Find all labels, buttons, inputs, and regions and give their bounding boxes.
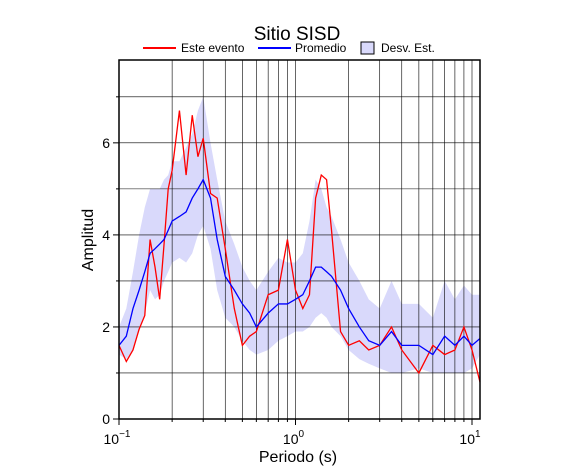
x-tick-exponent: 0 xyxy=(299,429,305,440)
x-tick-exponent: −1 xyxy=(119,429,131,440)
x-axis-label: Periodo (s) xyxy=(259,449,337,466)
x-tick-label: 10−1 xyxy=(104,429,131,447)
legend-label: Promedio xyxy=(295,41,347,55)
y-tick-label: 2 xyxy=(102,319,110,335)
y-tick-label: 4 xyxy=(102,227,110,243)
series-line xyxy=(118,178,481,356)
x-tick-label: 100 xyxy=(283,429,305,447)
plot-frame xyxy=(118,59,481,420)
series-line xyxy=(118,110,481,383)
y-axis-label: Amplitud xyxy=(80,209,97,271)
y-tick-label: 6 xyxy=(102,135,110,151)
x-tick-exponent: 1 xyxy=(475,429,481,440)
legend-label: Este evento xyxy=(181,41,245,55)
legend-label: Desv. Est. xyxy=(381,41,435,55)
x-tick-base: 10 xyxy=(459,431,475,447)
x-tick-base: 10 xyxy=(283,431,299,447)
chart-title: Sitio SISD xyxy=(254,24,341,45)
std-band xyxy=(119,96,480,373)
y-tick-label: 0 xyxy=(102,411,110,427)
x-tick-label: 101 xyxy=(459,429,481,447)
x-tick-base: 10 xyxy=(104,431,120,447)
legend-swatch xyxy=(360,41,375,55)
